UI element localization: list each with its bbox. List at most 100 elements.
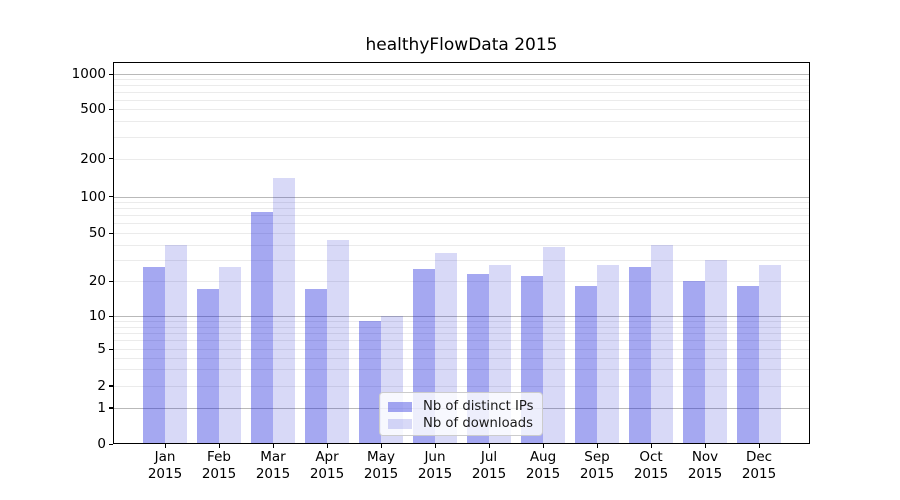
legend-label-1: Nb of downloads (423, 415, 533, 431)
x-label-month: May (367, 449, 395, 465)
x-axis-label-feb: Feb 2015 (189, 449, 249, 482)
gridline-minor-500 (113, 109, 810, 110)
gridline-minor-90 (113, 202, 810, 204)
x-tick-mark-feb (218, 444, 220, 448)
y-axis-label-5: 5 (97, 341, 106, 357)
y-axis-label-50: 50 (88, 225, 106, 241)
y-tick-mark-10 (109, 315, 113, 317)
x-label-year: 2015 (579, 465, 615, 482)
x-label-year: 2015 (309, 465, 345, 482)
gridline-minor-80 (113, 208, 810, 210)
x-axis-label-oct: Oct 2015 (621, 449, 681, 482)
gridline-minor-50 (113, 233, 810, 234)
x-label-year: 2015 (417, 465, 453, 482)
bar-distinct-ips-nov (683, 281, 705, 444)
x-tick-mark-dec (758, 444, 760, 448)
legend: Nb of distinct IPs Nb of downloads (379, 392, 543, 436)
x-label-year: 2015 (255, 465, 291, 482)
x-axis-label-apr: Apr 2015 (297, 449, 357, 482)
legend-swatch-0 (388, 401, 412, 412)
gridline-minor-7 (113, 332, 810, 334)
gridline-minor-40 (113, 244, 810, 246)
x-axis-label-nov: Nov 2015 (675, 449, 735, 482)
x-label-year: 2015 (525, 465, 561, 482)
y-tick-mark-1 (109, 407, 113, 409)
x-label-year: 2015 (201, 465, 237, 482)
x-label-month: Jul (480, 449, 498, 465)
x-label-month: Dec (745, 449, 773, 465)
x-tick-mark-may (380, 444, 382, 448)
y-tick-mark-20 (109, 280, 113, 282)
y-axis-label-0: 0 (97, 436, 106, 452)
plot-area (113, 62, 810, 444)
bar-downloads-sep (597, 265, 619, 444)
y-tick-mark-1000 (109, 73, 113, 75)
x-label-year: 2015 (633, 465, 669, 482)
x-label-month: Mar (260, 449, 286, 465)
gridline-major-10 (113, 316, 810, 317)
y-tick-mark-50 (109, 232, 113, 234)
x-axis-label-mar: Mar 2015 (243, 449, 303, 482)
x-axis-label-jun: Jun 2015 (405, 449, 465, 482)
x-label-year: 2015 (687, 465, 723, 482)
x-axis-label-jul: Jul 2015 (459, 449, 519, 482)
y-tick-mark-500 (109, 108, 113, 110)
gridline-minor-300 (113, 136, 810, 138)
x-label-year: 2015 (147, 465, 183, 482)
y-tick-mark-0 (109, 443, 113, 445)
bar-distinct-ips-sep (575, 286, 597, 444)
gridline-minor-600 (113, 99, 810, 101)
bar-distinct-ips-mar (251, 211, 273, 444)
y-axis-label-2: 2 (97, 377, 106, 394)
bar-downloads-aug (543, 247, 565, 444)
x-axis-label-sep: Sep 2015 (567, 449, 627, 482)
gridline-minor-8 (113, 326, 810, 328)
gridline-minor-3 (113, 369, 810, 371)
bar-downloads-jan (165, 244, 187, 444)
x-label-month: Feb (207, 449, 231, 465)
x-axis-label-aug: Aug 2015 (513, 449, 573, 482)
chart-title: healthyFlowData 2015 (365, 35, 558, 55)
bar-downloads-feb (219, 267, 241, 444)
legend-label-0: Nb of distinct IPs (423, 398, 534, 414)
y-tick-mark-2 (109, 385, 113, 387)
legend-item-1: Nb of downloads (388, 415, 534, 432)
gridline-minor-400 (113, 121, 810, 123)
legend-item-0: Nb of distinct IPs (388, 398, 534, 415)
x-label-month: Aug (529, 449, 557, 465)
bar-downloads-oct (651, 244, 673, 444)
y-tick-mark-5 (109, 348, 113, 350)
x-tick-mark-apr (326, 444, 328, 448)
x-tick-mark-mar (272, 444, 274, 448)
x-tick-mark-sep (596, 444, 598, 448)
x-label-year: 2015 (741, 465, 777, 482)
bar-distinct-ips-feb (197, 289, 219, 444)
legend-items: Nb of distinct IPs Nb of downloads (388, 398, 534, 432)
x-tick-mark-nov (704, 444, 706, 448)
gridline-minor-70 (113, 215, 810, 217)
gridline-minor-6 (113, 340, 810, 342)
x-label-month: Jun (424, 449, 446, 465)
x-label-month: Apr (315, 449, 339, 465)
gridline-minor-4 (113, 357, 810, 359)
x-tick-mark-aug (542, 444, 544, 448)
gridline-minor-30 (113, 259, 810, 261)
x-tick-mark-jan (164, 444, 166, 448)
bar-distinct-ips-apr (305, 289, 327, 444)
gridline-minor-9 (113, 321, 810, 323)
y-axis-label-1: 1 (97, 399, 106, 416)
gridline-minor-2 (113, 385, 810, 387)
x-tick-mark-oct (650, 444, 652, 448)
bar-downloads-apr (327, 239, 349, 444)
gridline-minor-20 (113, 281, 810, 282)
gridline-minor-200 (113, 158, 810, 160)
gridline-minor-5 (113, 349, 810, 350)
gridline-minor-60 (113, 223, 810, 225)
x-tick-mark-jul (488, 444, 490, 448)
gridline-minor-900 (113, 79, 810, 81)
bar-distinct-ips-jan (143, 267, 165, 444)
bar-downloads-mar (273, 178, 295, 444)
y-axis-label-10: 10 (88, 308, 106, 324)
y-tick-mark-100 (109, 196, 113, 198)
legend-swatch-1 (388, 418, 412, 429)
